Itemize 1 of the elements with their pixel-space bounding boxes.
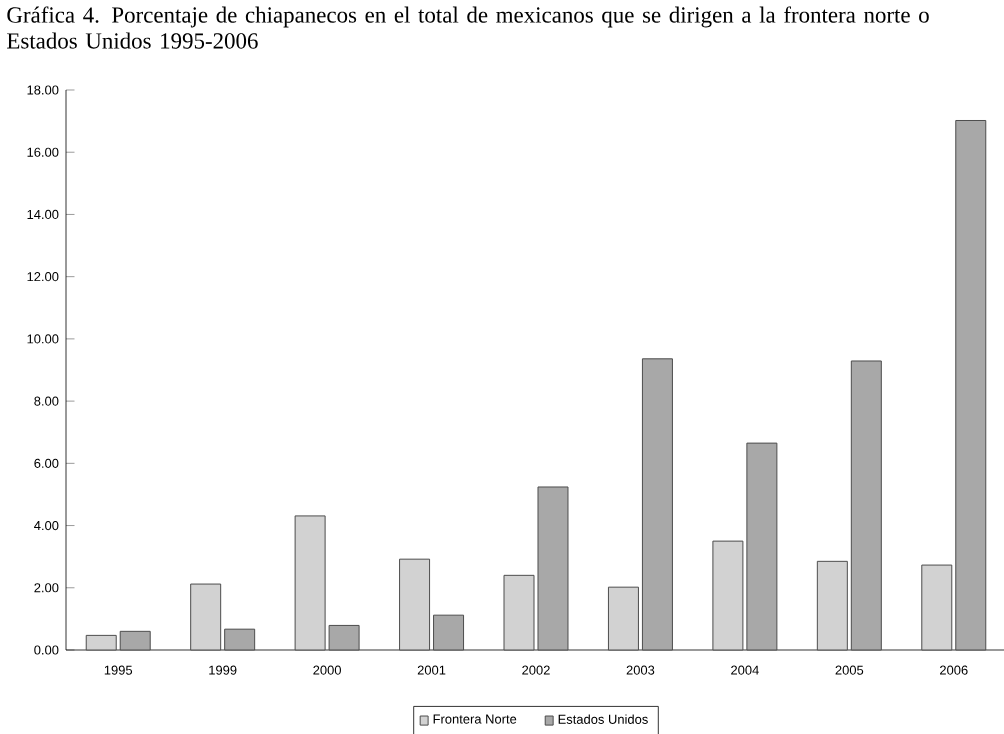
chart-title: Gráfica 4. Porcentaje de chiapanecos en el total de mexicanos que se dirigen a la frontera norte o Estados Unidos 1995-2006 [7, 6, 929, 49]
